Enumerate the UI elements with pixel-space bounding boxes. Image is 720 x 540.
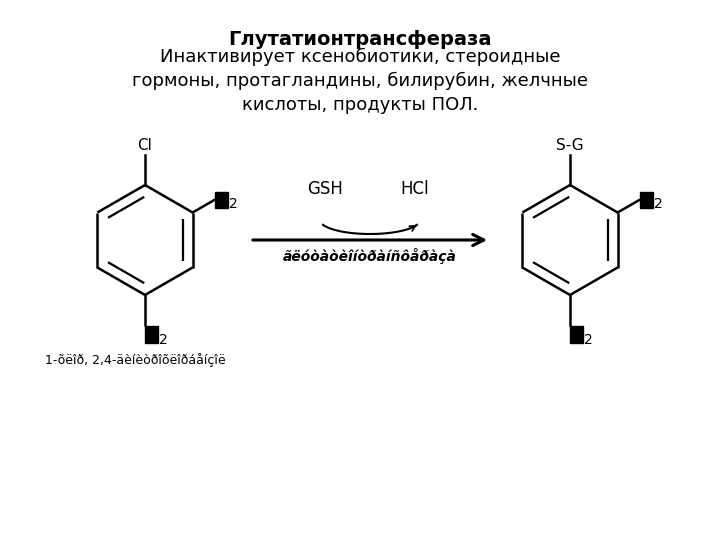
Text: ãëóòàòèîíòðàíñôåðàçà: ãëóòàòèîíòðàíñôåðàçà — [283, 248, 457, 264]
Text: Ν: Ν — [216, 193, 228, 207]
Text: GSH: GSH — [307, 180, 343, 198]
Text: 2: 2 — [654, 197, 663, 211]
Text: Cl: Cl — [138, 138, 153, 153]
Text: 2: 2 — [159, 333, 168, 347]
Text: HCl: HCl — [401, 180, 429, 198]
Text: 2: 2 — [229, 197, 238, 211]
Text: Инактивирует ксенобиотики, стероидные
гормоны, протагландины, билирубин, желчные: Инактивирует ксенобиотики, стероидные го… — [132, 48, 588, 114]
Text: Ν: Ν — [571, 327, 582, 342]
Text: S-G: S-G — [556, 138, 584, 153]
Text: 1-õëîð, 2,4-äèíèòðîõëîðáåíçîë: 1-õëîð, 2,4-äèíèòðîõëîðáåíçîë — [45, 353, 225, 367]
Text: Ν: Ν — [641, 193, 652, 207]
Text: Глутатионтрансфераза: Глутатионтрансфераза — [228, 30, 492, 49]
Text: 2: 2 — [584, 333, 593, 347]
Text: Ν: Ν — [146, 327, 158, 342]
